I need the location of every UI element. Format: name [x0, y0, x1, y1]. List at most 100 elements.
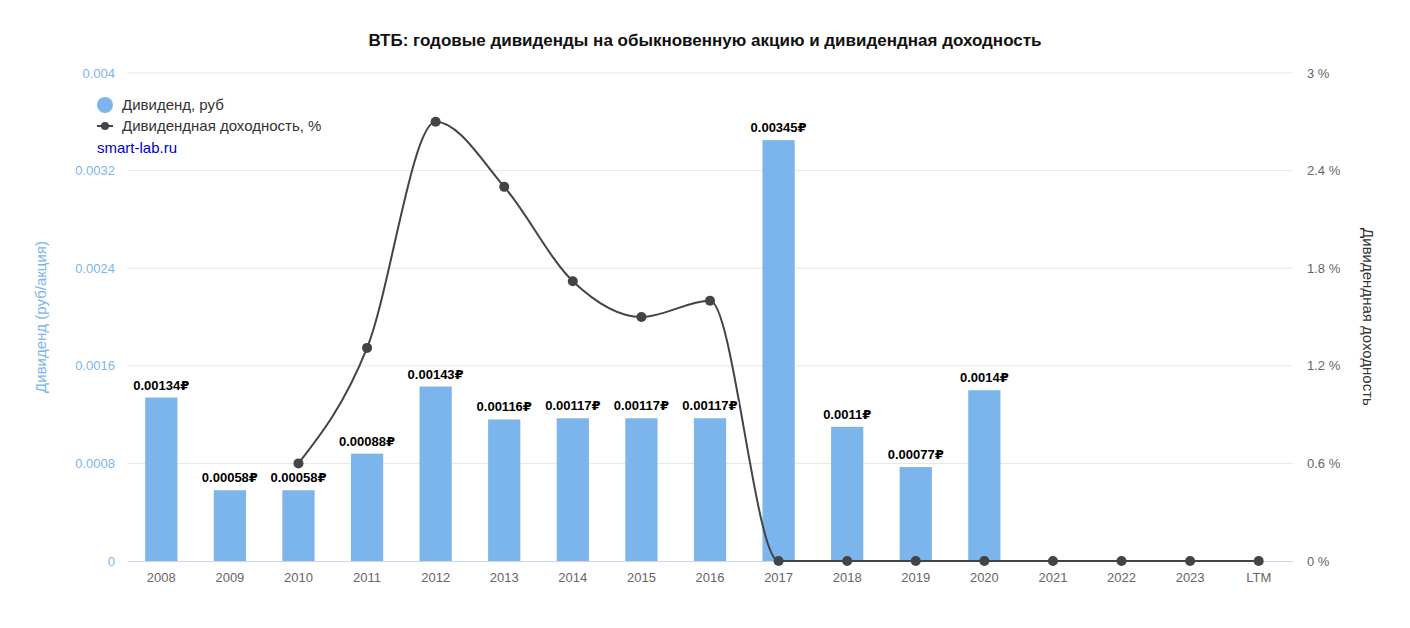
- x-tick: 2013: [490, 561, 519, 585]
- y2-tick: 3 %: [1293, 66, 1330, 81]
- grid-line: [127, 170, 1293, 171]
- marker: [362, 343, 372, 353]
- data-label: 0.00117₽: [545, 398, 600, 413]
- y2-tick: 0 %: [1293, 554, 1330, 569]
- y-tick-label: 0.0016: [75, 358, 115, 373]
- line-series: [293, 117, 1263, 566]
- marker: [979, 556, 989, 566]
- bar: [557, 418, 589, 561]
- bar: [831, 427, 863, 561]
- grid-line: [127, 73, 1293, 74]
- legend-item: Дивидендная доходность, %: [97, 117, 321, 134]
- x-tick-label: 2018: [833, 570, 862, 585]
- x-tick-label: 2017: [764, 570, 793, 585]
- y2-tick-label: 1.8 %: [1307, 261, 1341, 276]
- y-tick: 0.0016: [75, 358, 127, 373]
- bar: [694, 418, 726, 561]
- x-tick-label: 2021: [1038, 570, 1067, 585]
- data-label: 0.00116₽: [477, 399, 532, 414]
- y-axis-title: Дивиденд (руб/акция): [32, 241, 49, 393]
- marker: [1254, 556, 1264, 566]
- marker: [705, 296, 715, 306]
- data-label: 0.00143₽: [408, 367, 464, 382]
- y2-tick: 1.8 %: [1293, 261, 1341, 276]
- legend-symbol: [101, 122, 109, 130]
- y-tick-label: 0.004: [82, 66, 115, 81]
- y2-tick: 0.6 %: [1293, 456, 1341, 471]
- bar: [488, 419, 520, 561]
- y2-tick: 1.2 %: [1293, 358, 1341, 373]
- y2-tick-label: 3 %: [1307, 66, 1330, 81]
- marker: [911, 556, 921, 566]
- x-tick: 2016: [696, 561, 725, 585]
- title: ВТБ: годовые дивиденды на обыкновенную а…: [368, 31, 1041, 50]
- x-tick-label: 2010: [284, 570, 313, 585]
- bar: [282, 490, 314, 561]
- bar: [420, 387, 452, 561]
- grid-line: [127, 365, 1293, 366]
- y-tick: 0.0024: [75, 261, 127, 276]
- marker: [293, 458, 303, 468]
- x-tick-label: 2013: [490, 570, 519, 585]
- bar: [968, 390, 1000, 561]
- x-tick-label: LTM: [1246, 570, 1271, 585]
- marker: [568, 276, 578, 286]
- data-label: 0.00117₽: [682, 398, 737, 413]
- line: [298, 122, 1258, 561]
- annotation: smart-lab.ru: [97, 139, 177, 156]
- y2-axis: 0 %0.6 %1.2 %1.8 %2.4 %3 %: [1293, 66, 1341, 569]
- marker: [499, 182, 509, 192]
- x-tick-label: 2019: [901, 570, 930, 585]
- marker: [431, 117, 441, 127]
- bar: [351, 454, 383, 561]
- x-tick: 2011: [353, 561, 381, 585]
- y-tick: 0.0008: [75, 456, 127, 471]
- data-label: 0.00134₽: [133, 378, 189, 393]
- x-tick-label: 2016: [696, 570, 725, 585]
- legend-item: Дивиденд, руб: [97, 96, 224, 113]
- x-tick: 2009: [215, 561, 244, 585]
- x-tick: 2015: [627, 561, 656, 585]
- x-tick: 2012: [421, 561, 450, 585]
- y-tick-label: 0: [108, 554, 115, 569]
- legend-label: Дивидендная доходность, %: [122, 117, 321, 134]
- bar: [214, 490, 246, 561]
- x-tick: 2014: [558, 561, 587, 585]
- chart: 0 0.0008 0.0016 0.0024 0.0032 0.004 0 % 0.6 % 1.…: [0, 0, 1410, 628]
- x-tick-label: 2020: [970, 570, 999, 585]
- x-tick-label: 2011: [353, 570, 381, 585]
- data-label: 0.0014₽: [960, 370, 1009, 385]
- grid-line: [127, 268, 1293, 269]
- y-tick-label: 0.0024: [75, 261, 115, 276]
- x-tick-label: 2014: [558, 570, 587, 585]
- plot-area: [145, 117, 1264, 566]
- bar: [145, 398, 177, 561]
- marker: [774, 556, 784, 566]
- data-label: 0.00058₽: [202, 470, 258, 485]
- x-tick-label: 2015: [627, 570, 656, 585]
- y-tick-label: 0.0008: [75, 456, 115, 471]
- marker: [842, 556, 852, 566]
- y-tick-label: 0.0032: [75, 163, 115, 178]
- legend: Дивиденд, руб Дивидендная доходность, %: [97, 96, 321, 134]
- bar: [625, 418, 657, 561]
- y2-axis-line: [1293, 74, 1294, 562]
- bar: [900, 467, 932, 561]
- y-tick: 0.0032: [75, 163, 127, 178]
- x-tick-label: 2008: [147, 570, 176, 585]
- data-label: 0.0011₽: [823, 407, 871, 422]
- data-label: 0.00117₽: [614, 398, 669, 413]
- bar-series: [145, 140, 1000, 561]
- y2-tick-label: 1.2 %: [1307, 358, 1341, 373]
- y2-tick-label: 0 %: [1307, 554, 1330, 569]
- x-tick-label: 2009: [215, 570, 244, 585]
- x-tick: 2008: [147, 561, 176, 585]
- bar: [762, 140, 794, 561]
- data-label: 0.00077₽: [888, 447, 944, 462]
- y2-axis-title: Дивидендная доходность: [1360, 228, 1377, 406]
- y2-tick-label: 0.6 %: [1307, 456, 1341, 471]
- x-tick-label: 2012: [421, 570, 450, 585]
- marker: [1117, 556, 1127, 566]
- x-tick-label: 2022: [1107, 570, 1136, 585]
- x-tick: 2010: [284, 561, 313, 585]
